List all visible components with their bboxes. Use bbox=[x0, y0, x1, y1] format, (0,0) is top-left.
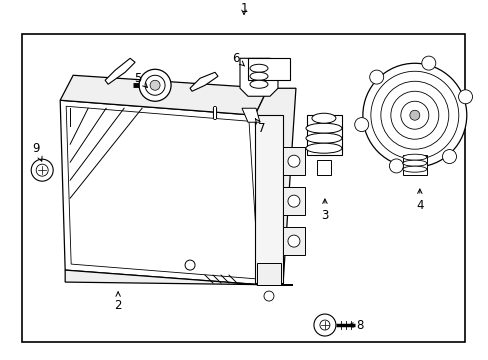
Text: 1: 1 bbox=[240, 2, 247, 15]
Ellipse shape bbox=[305, 133, 341, 143]
Text: 9: 9 bbox=[32, 142, 42, 161]
Circle shape bbox=[139, 69, 171, 101]
Polygon shape bbox=[105, 58, 135, 84]
Polygon shape bbox=[240, 58, 277, 96]
Text: 3: 3 bbox=[321, 199, 328, 222]
Ellipse shape bbox=[305, 123, 341, 133]
Circle shape bbox=[313, 314, 335, 336]
Bar bbox=[283, 227, 305, 255]
Polygon shape bbox=[190, 72, 218, 91]
Polygon shape bbox=[60, 75, 267, 115]
Circle shape bbox=[421, 56, 435, 70]
Ellipse shape bbox=[402, 166, 426, 172]
Circle shape bbox=[287, 235, 299, 247]
Text: 4: 4 bbox=[415, 189, 423, 212]
Polygon shape bbox=[60, 100, 264, 285]
Polygon shape bbox=[247, 58, 289, 80]
Bar bbox=[283, 147, 305, 175]
Circle shape bbox=[388, 159, 403, 173]
Polygon shape bbox=[316, 160, 330, 175]
Text: 8: 8 bbox=[348, 319, 363, 332]
Text: 2: 2 bbox=[114, 292, 122, 311]
Ellipse shape bbox=[402, 160, 426, 166]
Circle shape bbox=[362, 63, 466, 167]
Ellipse shape bbox=[249, 72, 267, 80]
Circle shape bbox=[264, 291, 273, 301]
Circle shape bbox=[369, 70, 383, 84]
Circle shape bbox=[442, 149, 456, 163]
Circle shape bbox=[458, 90, 471, 104]
Circle shape bbox=[354, 118, 368, 132]
Polygon shape bbox=[254, 115, 283, 283]
Bar bbox=[257, 263, 281, 285]
Circle shape bbox=[150, 80, 160, 90]
Circle shape bbox=[36, 164, 48, 176]
Circle shape bbox=[287, 195, 299, 207]
Bar bbox=[306, 115, 341, 155]
Circle shape bbox=[409, 110, 419, 120]
Circle shape bbox=[287, 155, 299, 167]
Circle shape bbox=[145, 75, 165, 95]
Circle shape bbox=[319, 320, 329, 330]
Ellipse shape bbox=[305, 143, 341, 153]
Circle shape bbox=[184, 260, 195, 270]
Polygon shape bbox=[402, 155, 426, 175]
Text: 6: 6 bbox=[232, 52, 244, 66]
Polygon shape bbox=[254, 88, 295, 285]
Text: 7: 7 bbox=[255, 119, 265, 135]
Bar bbox=[283, 187, 305, 215]
Ellipse shape bbox=[249, 64, 267, 72]
Circle shape bbox=[31, 159, 53, 181]
Ellipse shape bbox=[249, 80, 267, 88]
Bar bbox=[22, 34, 464, 342]
Polygon shape bbox=[65, 270, 292, 285]
Polygon shape bbox=[242, 108, 260, 122]
Ellipse shape bbox=[311, 113, 335, 123]
Ellipse shape bbox=[402, 154, 426, 160]
Text: 5: 5 bbox=[134, 72, 147, 87]
